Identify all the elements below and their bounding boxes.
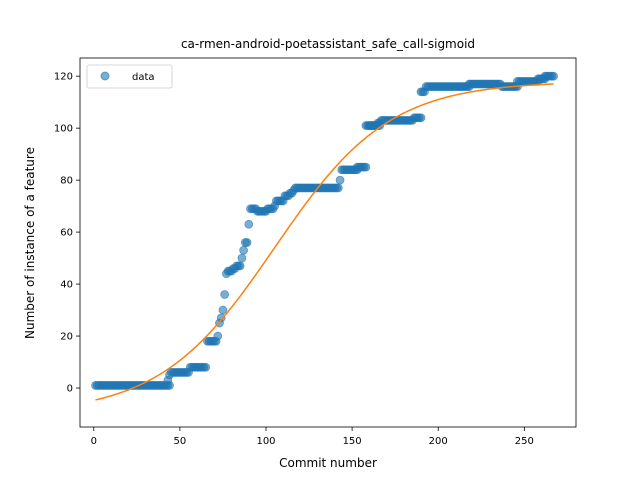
data-point: [201, 362, 211, 372]
legend-box: [86, 64, 173, 89]
y-tick-label: 100: [54, 124, 73, 135]
y-tick-label: 0: [67, 384, 73, 395]
data-point: [220, 290, 230, 299]
legend-marker-data: [100, 71, 110, 81]
x-tick-label: 200: [429, 436, 448, 447]
data-point: [235, 261, 245, 271]
data-point: [337, 165, 347, 175]
x-tick-label: 50: [174, 436, 187, 447]
x-tick-label: 0: [91, 436, 97, 447]
data-point: [239, 245, 249, 255]
data-point: [333, 183, 343, 193]
axes-frame: [79, 57, 577, 428]
data-point: [237, 253, 247, 263]
y-tick-label: 80: [60, 176, 73, 187]
data-point: [213, 331, 223, 341]
fit-line: [95, 83, 554, 401]
y-axis-label: Number of instance of a feature: [23, 147, 37, 339]
x-axis-label: Commit number: [279, 456, 377, 470]
data-point: [244, 219, 254, 229]
x-tick-label: 250: [515, 436, 534, 447]
data-point: [549, 71, 559, 81]
legend: data: [86, 64, 173, 89]
y-tick-label: 120: [54, 72, 73, 83]
y-tick-label: 20: [60, 332, 73, 343]
data-point: [335, 175, 345, 185]
data-point: [165, 370, 174, 380]
data-point: [296, 183, 305, 193]
y-tick-label: 60: [60, 228, 73, 239]
legend-label-data: data: [132, 72, 155, 83]
y-tick-label: 40: [60, 280, 73, 291]
data-point: [411, 113, 421, 123]
axis-ticks: 0 50 100 150 200 250 0 20 40 60 80 100 120: [54, 72, 534, 447]
data-point: [242, 238, 252, 247]
chart-title: ca-rmen-android-poetassistant_safe_call-…: [181, 37, 475, 51]
x-tick-label: 100: [256, 436, 275, 447]
plot-area: [91, 71, 559, 401]
x-tick-label: 150: [343, 436, 362, 447]
data-point: [218, 305, 228, 315]
data-point: [361, 162, 371, 172]
